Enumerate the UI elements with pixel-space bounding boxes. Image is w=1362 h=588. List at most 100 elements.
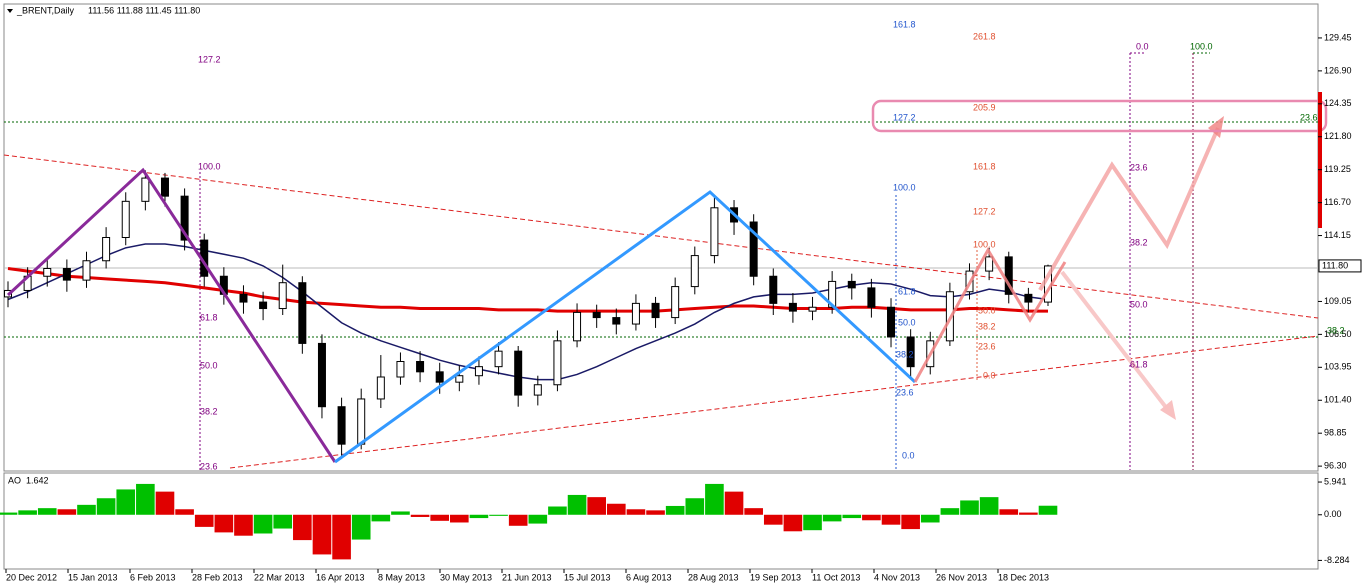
- x-tick-label: 4 Nov 2013: [874, 572, 920, 582]
- candle-body: [43, 268, 52, 277]
- candle-body: [376, 376, 385, 400]
- trend-line: [229, 335, 1319, 469]
- candle-body: [416, 361, 425, 373]
- candle-body: [1004, 256, 1013, 295]
- candle-body: [788, 302, 797, 312]
- price-layer: [4, 170, 1052, 456]
- x-tick-label: 8 May 2013: [378, 572, 425, 582]
- ao-bar: [293, 514, 312, 541]
- fib-label: 38.2: [978, 321, 996, 331]
- candle-body: [337, 406, 346, 445]
- x-tick-label: 6 Feb 2013: [130, 572, 176, 582]
- fib-label: 38.2: [1327, 325, 1345, 335]
- fib-label: 161.8: [893, 19, 916, 29]
- candle-body: [573, 311, 582, 342]
- projection-down: [1060, 270, 1170, 412]
- candle-body: [906, 336, 915, 368]
- y-tick-label: 119.25: [1324, 164, 1351, 174]
- ao-bar: [194, 514, 214, 527]
- candle-body: [808, 306, 817, 312]
- candle-body: [102, 237, 111, 262]
- candle-body: [671, 286, 680, 319]
- fib-label: 100.0: [1190, 41, 1213, 51]
- fib-label: 0.0: [983, 370, 996, 380]
- ao-bar: [744, 508, 763, 515]
- price-pane: [3, 3, 1319, 472]
- ao-bar: [626, 509, 646, 515]
- x-tick-label: 18 Dec 2013: [998, 572, 1049, 582]
- fib-label: 261.8: [973, 31, 996, 41]
- fib-label: 50.0: [978, 305, 996, 315]
- ao-bar: [528, 514, 548, 524]
- fib-label: 127.2: [893, 112, 916, 122]
- range-bar: [1318, 92, 1322, 228]
- candle-body: [985, 256, 994, 272]
- y-tick-label: 101.40: [1324, 395, 1352, 405]
- fib-label: 23.6: [1300, 112, 1318, 122]
- trend-line: [3, 154, 1319, 319]
- ao-bar: [960, 500, 979, 515]
- candle-body: [180, 195, 189, 241]
- candle-body: [1024, 293, 1033, 303]
- y-tick-label: 129.45: [1324, 32, 1352, 42]
- x-tick-label: 19 Sep 2013: [750, 572, 801, 582]
- candle-body: [357, 398, 366, 445]
- x-tick-label: 22 Mar 2013: [254, 572, 305, 582]
- ao-bar: [312, 514, 332, 555]
- candle-body: [651, 302, 660, 319]
- header-prices: 111.56 111.88 111.45 111.80: [88, 5, 200, 15]
- ao-bar: [606, 503, 626, 515]
- x-tick-label: 6 Aug 2013: [626, 572, 672, 582]
- ao-name: AO: [8, 475, 21, 485]
- y-tick-label: 114.15: [1324, 230, 1351, 240]
- ao-tick-label: -8.284: [1324, 555, 1350, 565]
- x-tick-label: 16 Apr 2013: [316, 572, 365, 582]
- fib-label: 50.0: [898, 317, 916, 327]
- fib-label: 127.2: [198, 54, 221, 64]
- ao-bar: [175, 509, 194, 515]
- fib-label: 161.8: [973, 161, 996, 171]
- candle-body: [514, 350, 523, 396]
- ao-bar: [155, 491, 175, 515]
- x-tick-label: 15 Jan 2013: [68, 572, 118, 582]
- fib-label: 50.0: [200, 360, 218, 370]
- projection-up: [1038, 127, 1220, 291]
- target-zone: [871, 99, 1328, 133]
- candle-body: [749, 221, 758, 277]
- ao-bar: [332, 514, 351, 560]
- candle-body: [435, 371, 444, 383]
- wave-purple: [6, 167, 337, 463]
- ao-bar: [803, 514, 822, 531]
- ao-bar: [665, 505, 685, 515]
- candle-body: [82, 260, 91, 281]
- fib-label: 127.2: [973, 206, 996, 216]
- ao-bar: [391, 511, 410, 515]
- fib-label: 23.6: [200, 461, 218, 471]
- ao-bar: [77, 504, 96, 515]
- moving-average: [7, 243, 1049, 381]
- fib-label: 38.2: [1130, 237, 1148, 247]
- fib-label: 23.6: [896, 387, 914, 397]
- fib-verticals: [199, 52, 1210, 470]
- ao-bar: [508, 514, 528, 526]
- y-tick-label: 103.95: [1324, 362, 1352, 372]
- ao-bar: [18, 510, 37, 515]
- ao-bar: [881, 514, 901, 525]
- candle-body: [317, 342, 326, 408]
- candle-body: [141, 177, 150, 202]
- y-tick-label: 98.85: [1324, 428, 1347, 438]
- x-tick-label: 11 Oct 2013: [812, 572, 860, 582]
- fib-label: 38.2: [200, 406, 218, 416]
- symbol: _BRENT,Daily: [16, 5, 75, 15]
- ao-bar: [1038, 505, 1058, 515]
- fib-label: 100.0: [893, 182, 916, 192]
- candle-body: [690, 255, 699, 288]
- ao-bar: [450, 514, 469, 523]
- candle-body: [533, 384, 542, 396]
- candle-body: [494, 350, 503, 368]
- last-price-box: [1318, 259, 1362, 273]
- candle-body: [455, 375, 464, 383]
- y-tick-label: 116.70: [1324, 197, 1351, 207]
